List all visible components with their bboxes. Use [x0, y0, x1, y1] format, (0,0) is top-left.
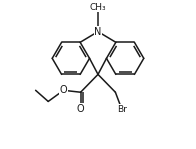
Text: CH₃: CH₃ [90, 3, 106, 11]
Text: O: O [60, 85, 67, 95]
Text: N: N [94, 27, 102, 37]
Text: Br: Br [117, 105, 127, 114]
Text: O: O [77, 104, 84, 114]
